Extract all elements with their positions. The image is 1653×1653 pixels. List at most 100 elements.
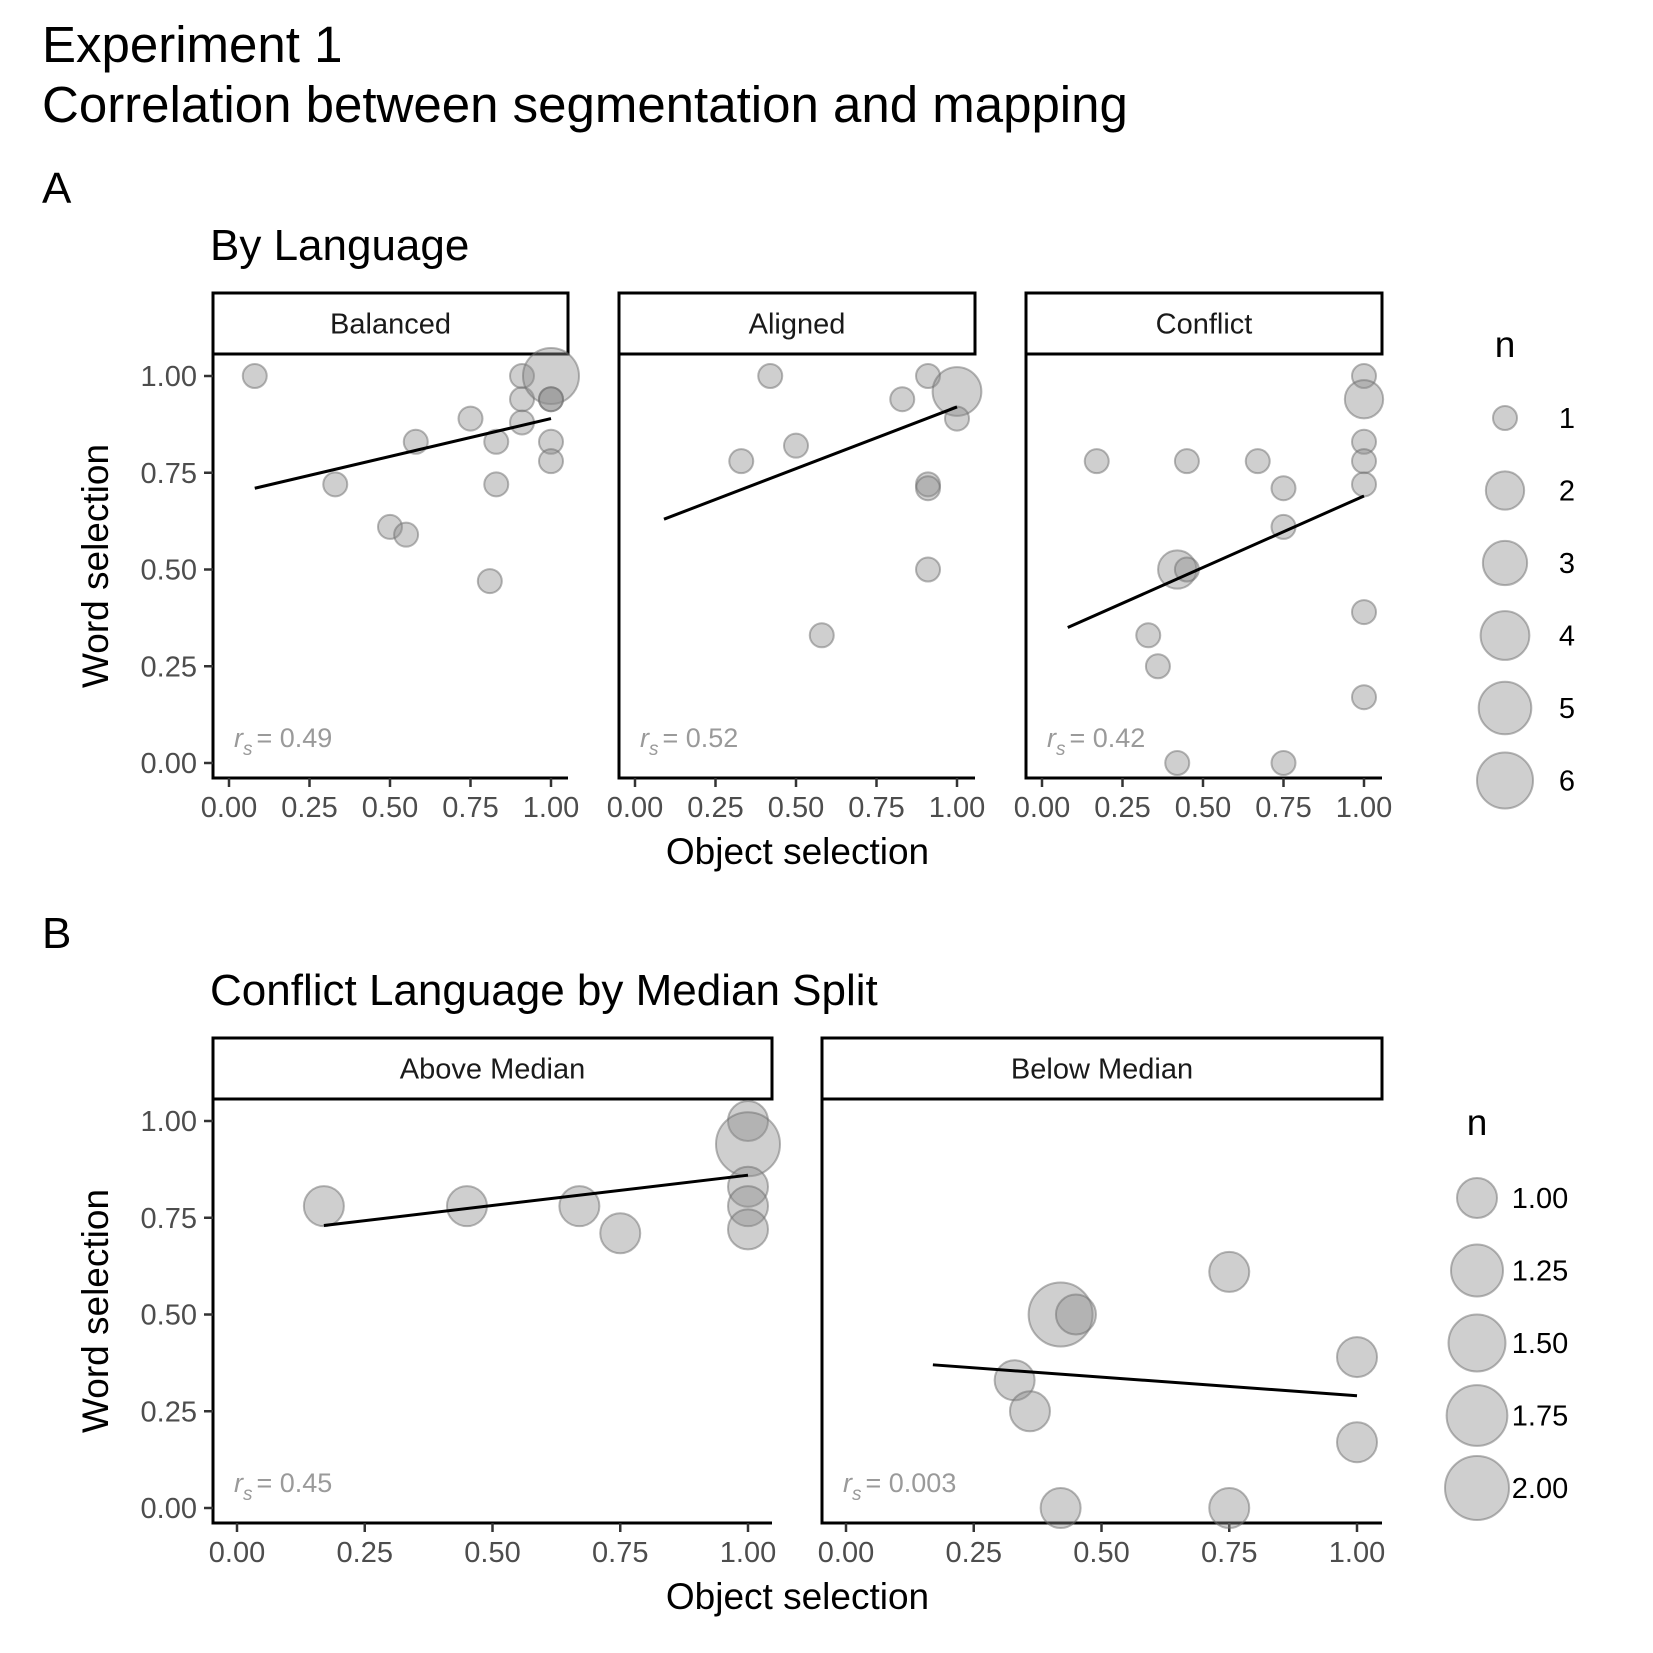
fit-line	[254, 417, 552, 490]
facet-strip	[211, 1036, 774, 1101]
legend-label: 1.75	[1512, 1401, 1568, 1433]
x-tick-label: 0.50	[768, 792, 824, 824]
legend-label: 1.50	[1512, 1328, 1568, 1360]
facet-strip	[1024, 291, 1384, 356]
y-tick-label: 0.75	[141, 1203, 197, 1235]
y-tick-label: 1.00	[141, 361, 197, 393]
data-point	[944, 405, 970, 432]
x-tick-label: 0.25	[946, 1537, 1002, 1569]
data-point	[783, 432, 809, 459]
legend-label: 1.00	[1512, 1183, 1568, 1215]
legend-key	[1492, 405, 1518, 431]
correlation-annotation: rs = 0.003	[843, 1468, 956, 1505]
data-point	[1083, 448, 1110, 475]
y-tick-label: 0.25	[141, 1396, 197, 1428]
x-tick-label: 1.00	[523, 792, 579, 824]
y-tick-label: 0.50	[141, 555, 197, 587]
data-point	[728, 448, 755, 475]
legend-label: 4	[1559, 621, 1575, 653]
fit-line	[323, 1173, 749, 1227]
legend-key	[1445, 1384, 1509, 1447]
data-point	[483, 471, 510, 498]
x-tick-label: 0.50	[362, 792, 418, 824]
facet-panel-aligned: Aligned 0.00 0.25 0.50 0.75 1.00 rs = 0.52	[607, 291, 985, 824]
fit-line	[1067, 494, 1365, 629]
facet-panel-above-median: Above Median 0.00 0.25 0.50 0.75 1.00 0.00 0.25…	[141, 1036, 781, 1569]
data-point	[757, 363, 784, 389]
y-tick-label: 0.25	[141, 651, 197, 683]
x-tick-label: 0.00	[607, 792, 663, 824]
legend-label: 1	[1559, 403, 1575, 435]
chart-title: By Language	[210, 221, 469, 270]
data-point	[1336, 1336, 1378, 1379]
data-point	[1336, 1421, 1378, 1464]
data-point	[727, 1208, 769, 1251]
facet-strip-label: Balanced	[330, 309, 451, 341]
figure-title-line1: Experiment 1	[42, 16, 342, 73]
data-point	[538, 428, 564, 455]
data-point	[322, 471, 349, 498]
x-tick-label: 0.75	[442, 792, 498, 824]
data-point	[393, 521, 420, 548]
panel-tag: A	[42, 164, 72, 213]
figure-title-line2: Correlation between segmentation and map…	[42, 76, 1128, 133]
facet-strip	[820, 1036, 1384, 1101]
facet-panel-balanced: Balanced 0.00 0.25 0.50 0.75 1.00 0.00 0.25 0.50…	[141, 291, 580, 824]
x-tick-label: 0.75	[1255, 792, 1311, 824]
legend-label: 5	[1559, 693, 1575, 725]
data-point	[538, 448, 564, 475]
data-point	[483, 428, 510, 455]
facet-panel-conflict: Conflict 0.00 0.25 0.50 0.75 1.00 rs = 0.42	[1014, 291, 1392, 824]
data-point	[1270, 475, 1297, 502]
data-point	[1164, 750, 1191, 776]
legend-label: 6	[1559, 766, 1575, 798]
legend-key	[1444, 1455, 1510, 1521]
data-point	[1039, 1487, 1082, 1529]
facet-strip-label: Aligned	[749, 309, 846, 341]
y-tick-label: 1.00	[141, 1106, 197, 1138]
data-point	[915, 475, 942, 502]
legend-key	[1477, 680, 1533, 736]
legend-key	[1484, 470, 1526, 511]
legend-key	[1447, 1313, 1507, 1373]
size-legend: n 1.00 1.25 1.50 1.75 2.00	[1444, 1102, 1568, 1521]
data-point	[915, 556, 942, 583]
legend-label: 1.25	[1512, 1256, 1568, 1288]
x-tick-label: 1.00	[1329, 1537, 1385, 1569]
facet-strip-label: Below Median	[1011, 1054, 1193, 1086]
data-point	[457, 405, 484, 432]
x-tick-label: 0.25	[337, 1537, 393, 1569]
correlation-annotation: rs = 0.45	[234, 1468, 332, 1505]
x-axis-title: Object selection	[666, 1576, 929, 1617]
facet-strip-label: Conflict	[1156, 309, 1253, 341]
data-point	[1144, 653, 1171, 680]
data-point	[1208, 1487, 1251, 1529]
legend-key	[1450, 1243, 1504, 1298]
y-tick-label: 0.50	[141, 1300, 197, 1332]
data-point	[889, 386, 916, 413]
data-point	[1351, 471, 1377, 498]
data-point	[1008, 1390, 1051, 1433]
legend-title: n	[1467, 1102, 1488, 1143]
x-tick-label: 0.00	[818, 1537, 874, 1569]
chart-a: A By Language Balanced 0.00 0.25 0.50 0.75 1.00…	[42, 164, 1575, 872]
x-tick-label: 1.00	[720, 1537, 776, 1569]
y-axis-title: Word selection	[75, 444, 116, 688]
data-point	[1027, 1281, 1094, 1348]
x-tick-label: 0.75	[848, 792, 904, 824]
x-tick-label: 0.50	[1175, 792, 1231, 824]
x-tick-label: 0.00	[201, 792, 257, 824]
data-point	[727, 1185, 769, 1228]
y-axis-title: Word selection	[75, 1189, 116, 1433]
y-tick-label: 0.00	[141, 748, 197, 780]
data-point	[1208, 1250, 1251, 1293]
chart-title: Conflict Language by Median Split	[210, 966, 878, 1015]
data-point	[599, 1212, 642, 1255]
x-tick-label: 0.50	[1073, 1537, 1129, 1569]
y-tick-label: 0.75	[141, 458, 197, 490]
x-tick-label: 0.50	[464, 1537, 520, 1569]
data-point	[931, 366, 983, 417]
data-point	[1351, 684, 1377, 711]
data-point	[241, 363, 268, 389]
correlation-annotation: rs = 0.42	[1047, 723, 1145, 760]
